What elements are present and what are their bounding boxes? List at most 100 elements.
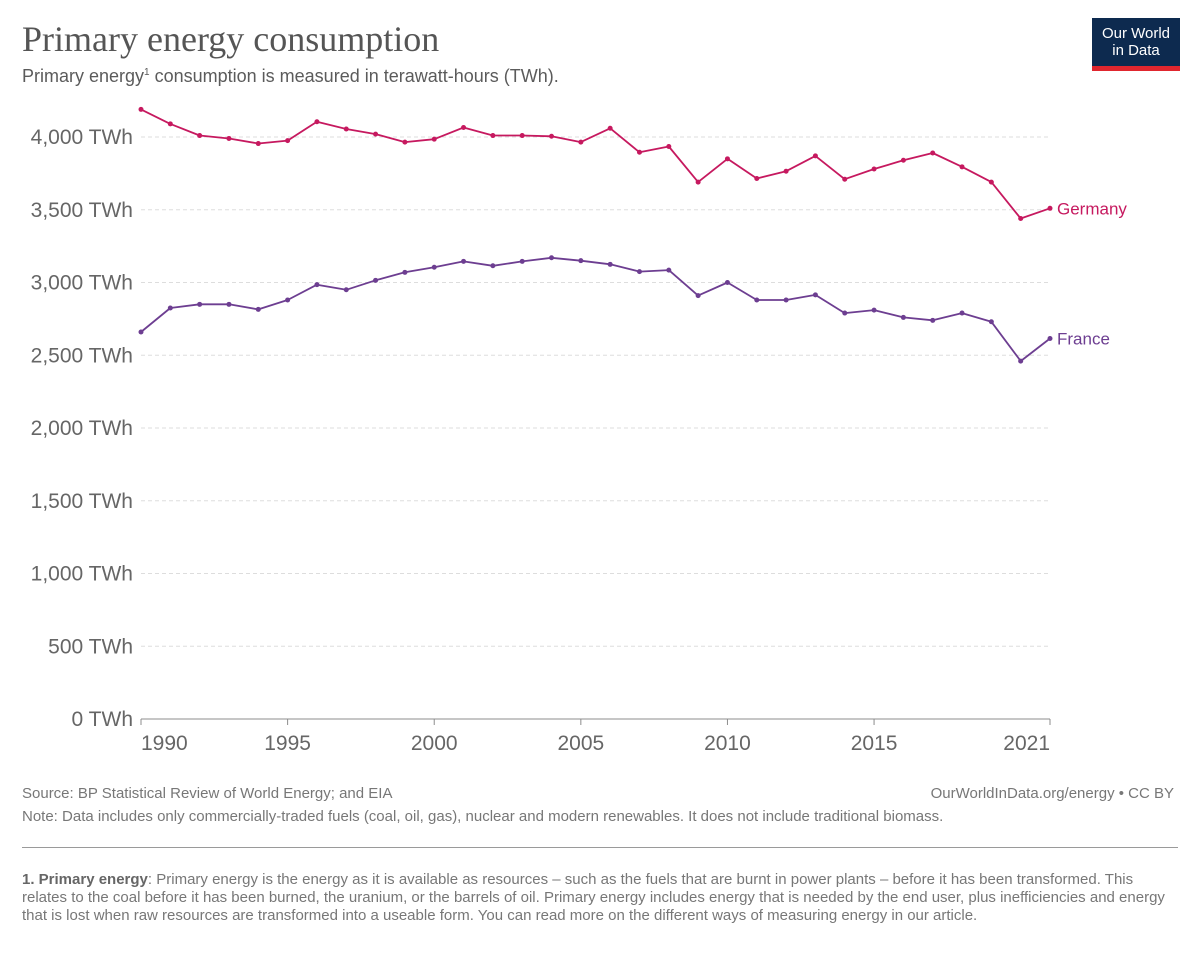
x-tick-label: 2010 <box>704 732 751 755</box>
data-point-france <box>1018 358 1024 364</box>
data-point-france <box>930 317 936 323</box>
footer-divider <box>22 847 1178 848</box>
data-point-france <box>549 255 555 261</box>
x-tick-label: 2000 <box>411 732 458 755</box>
data-point-france <box>285 297 291 303</box>
data-point-france <box>431 264 437 270</box>
data-point-france <box>871 307 877 313</box>
line-chart: 0 TWh 500 TWh 1,000 TWh 1,500 TWh 2,000 TWh 2… <box>31 106 1127 755</box>
data-point-germany <box>666 143 672 149</box>
source-text: Source: BP Statistical Review of World E… <box>22 785 393 802</box>
data-point-france <box>461 258 467 264</box>
data-point-germany <box>959 164 965 170</box>
data-point-france <box>226 301 232 307</box>
data-point-germany <box>812 153 818 159</box>
data-point-france <box>519 258 525 264</box>
y-tick-label: 1,000 TWh <box>31 563 133 586</box>
data-point-germany <box>138 106 144 112</box>
y-tick-label: 3,500 TWh <box>31 199 133 222</box>
y-tick-label: 500 TWh <box>48 635 133 658</box>
data-point-france <box>138 329 144 335</box>
data-point-germany <box>607 125 613 131</box>
y-tick-label: 0 TWh <box>72 708 133 731</box>
data-point-france <box>754 297 760 303</box>
note-text: Note: Data includes only commercially-tr… <box>22 808 944 825</box>
data-point-germany <box>461 125 467 131</box>
series-line-germany <box>140 108 1051 220</box>
data-point-germany <box>930 150 936 156</box>
data-point-germany <box>900 157 906 163</box>
data-point-germany <box>549 133 555 139</box>
series-lines: Germany France <box>138 106 1127 364</box>
data-point-france <box>988 319 994 325</box>
y-tick-label: 2,000 TWh <box>31 417 133 440</box>
data-point-germany <box>255 141 261 147</box>
source-url-link[interactable]: OurWorldInData.org/energy • CC BY <box>930 785 1174 802</box>
subtitle-rest: consumption is measured in terawatt-hour… <box>149 66 559 86</box>
x-tick-label: 2005 <box>557 732 604 755</box>
data-point-france <box>812 292 818 298</box>
series-label-france: France <box>1057 330 1110 349</box>
data-point-france <box>255 306 261 312</box>
data-point-germany <box>842 176 848 182</box>
data-point-germany <box>783 168 789 174</box>
data-point-france <box>959 310 965 316</box>
data-point-germany <box>519 133 525 139</box>
x-tick-label: 2015 <box>851 732 898 755</box>
logo-line-2: in Data <box>1112 42 1160 59</box>
data-point-germany <box>314 119 320 125</box>
data-point-germany <box>167 121 173 127</box>
owid-logo[interactable]: Our World in Data <box>1092 18 1180 71</box>
series-label-germany: Germany <box>1057 199 1127 218</box>
data-point-germany <box>373 131 379 137</box>
data-point-germany <box>988 179 994 185</box>
x-tick-label: 1990 <box>141 732 188 755</box>
data-point-france <box>607 261 613 267</box>
data-point-germany <box>431 136 437 142</box>
data-point-france <box>1047 336 1053 342</box>
data-point-france <box>900 314 906 320</box>
data-point-germany <box>197 133 203 139</box>
data-point-germany <box>695 179 701 185</box>
data-point-france <box>578 258 584 264</box>
data-point-germany <box>871 166 877 172</box>
footnote-marker: 1 <box>144 67 150 78</box>
data-point-france <box>373 277 379 283</box>
series-line-france <box>140 256 1051 363</box>
footnote: 1. Primary energy: Primary energy is the… <box>22 871 1172 925</box>
data-point-france <box>783 297 789 303</box>
data-point-germany <box>402 139 408 145</box>
data-point-germany <box>226 135 232 141</box>
data-point-france <box>402 269 408 275</box>
data-point-germany <box>754 175 760 181</box>
y-tick-label: 3,000 TWh <box>31 272 133 295</box>
y-tick-label: 1,500 TWh <box>31 490 133 513</box>
data-point-germany <box>724 156 730 162</box>
data-point-france <box>724 280 730 285</box>
grid-lines <box>141 136 1050 647</box>
x-tick-label: 2021 <box>1003 732 1050 755</box>
logo-line-1: Our World <box>1101 25 1171 42</box>
data-point-france <box>343 287 349 293</box>
data-point-france <box>197 301 203 307</box>
footnote-term: 1. Primary energy <box>22 871 148 888</box>
data-point-germany <box>578 139 584 145</box>
x-tick-label: 1995 <box>264 732 311 755</box>
data-point-france <box>842 310 848 316</box>
x-axis: 1990 1995 2000 2005 2010 2015 2021 <box>140 718 1051 755</box>
data-point-france <box>666 267 672 273</box>
footnote-text: : Primary energy is the energy as it is … <box>22 871 1165 924</box>
data-point-france <box>695 293 701 299</box>
y-tick-label: 4,000 TWh <box>31 126 133 149</box>
data-point-germany <box>1047 205 1053 211</box>
data-point-germany <box>1018 215 1024 221</box>
y-tick-label: 2,500 TWh <box>31 344 133 367</box>
data-point-germany <box>343 126 349 132</box>
chart-subtitle: Primary energy1 consumption is measured … <box>22 66 559 87</box>
chart-title: Primary energy consumption <box>22 19 440 59</box>
data-point-france <box>490 263 496 269</box>
data-point-france <box>636 269 642 275</box>
data-point-germany <box>636 149 642 155</box>
data-point-france <box>167 305 173 311</box>
logo-accent-bar <box>1092 66 1180 71</box>
